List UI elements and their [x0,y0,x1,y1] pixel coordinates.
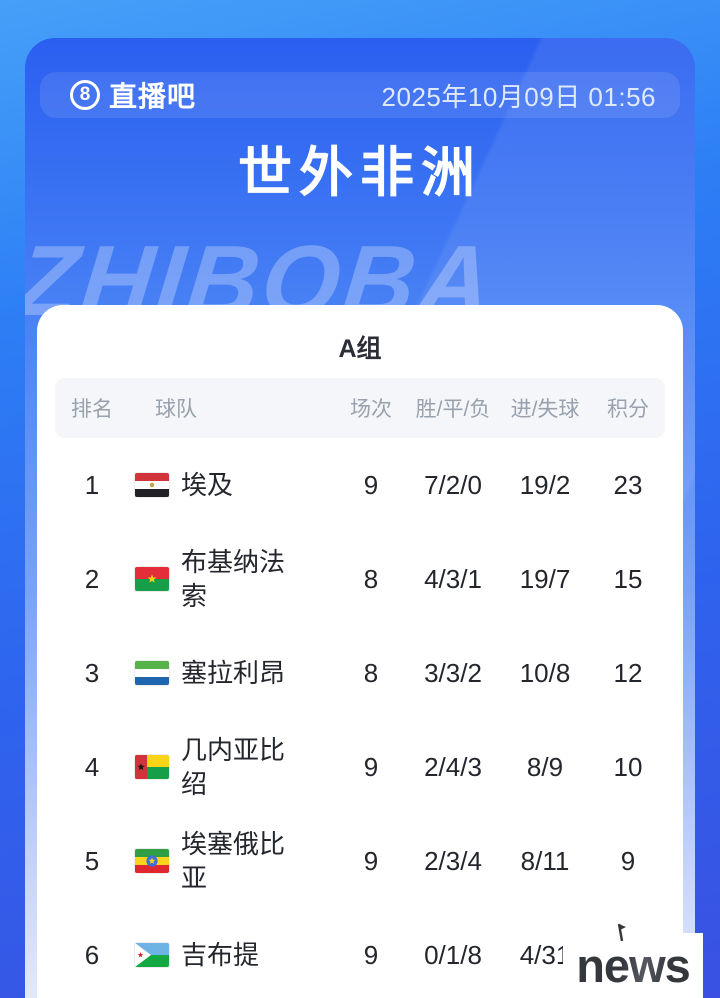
cell-wdl: 2/4/3 [424,751,482,782]
table-row: 1 埃及 9 7/2/0 19/2 23 [55,438,665,532]
news-logo-text: news [576,939,691,992]
cell-points: 12 [613,657,643,688]
cell-team: 埃及 [181,470,234,500]
cell-wdl: 7/2/0 [424,469,482,500]
table-row: 4 几内亚比绍 9 2/4/3 8/9 10 [55,720,665,814]
cell-goals: 19/7 [519,563,571,594]
cell-team: 塞拉利昂 [181,658,286,688]
page-title: 世外非洲 [238,143,482,203]
cell-goals: 8/11 [520,845,570,876]
col-header-team: 球队 [155,398,197,421]
news-flag-icon [617,923,626,942]
standings-card: A组 排名 球队 场次 胜/平/负 进/失球 积分 1 埃及 9 7/2/0 1… [37,305,683,998]
cell-goals: 10/8 [519,657,571,688]
cell-team: 几内亚比绍 [181,735,286,799]
cell-rank: 4 [84,751,100,782]
cell-rank: 5 [84,845,100,876]
cell-goals: 19/2 [519,469,571,500]
cell-wdl: 4/3/1 [424,563,482,594]
cell-team: 吉布提 [181,940,260,970]
cell-played: 9 [363,845,379,876]
cell-points: 23 [613,469,643,500]
cell-goals: 8/9 [526,751,564,782]
flag-djibouti-icon [135,943,169,967]
table-body: 1 埃及 9 7/2/0 19/2 23 2 布基纳法索 8 4/3/1 19/… [55,438,665,998]
table-row: 3 塞拉利昂 8 3/3/2 10/8 12 [55,626,665,720]
flag-egypt-icon [135,473,169,497]
top-bar: 8 直播吧 2025年10月09日 01:56 [40,72,680,118]
datetime-label: 2025年10月09日 01:56 [381,81,656,112]
flag-guinea-bissau-icon [135,755,169,779]
cell-rank: 3 [84,657,100,688]
news-logo-box: news [563,923,703,998]
cell-wdl: 0/1/8 [424,939,482,970]
col-header-goals: 进/失球 [510,398,580,421]
cell-rank: 1 [84,469,100,500]
col-header-rank: 排名 [71,398,113,421]
cell-wdl: 3/3/2 [424,657,482,688]
col-header-wdl: 胜/平/负 [415,398,491,421]
cell-played: 8 [363,657,379,688]
cell-wdl: 2/3/4 [424,845,482,876]
cell-rank: 2 [84,563,100,594]
table-row: 5 埃塞俄比亚 9 2/3/4 8/11 9 [55,814,665,908]
flag-ethiopia-icon [135,849,169,873]
cell-points: 9 [620,845,636,876]
cell-played: 9 [363,751,379,782]
cell-rank: 6 [84,939,100,970]
zhibo8-logo: 8 直播吧 [70,75,196,115]
col-header-points: 积分 [607,398,649,421]
cell-goals: 4/31 [519,939,571,970]
logo-text: 直播吧 [109,81,197,112]
group-title: A组 [338,335,382,363]
flag-sierra-leone-icon [135,661,169,685]
logo-8-icon: 8 [70,80,100,110]
cell-points: 10 [613,751,643,782]
table-row: 2 布基纳法索 8 4/3/1 19/7 15 [55,532,665,626]
cell-played: 8 [363,563,379,594]
cell-played: 9 [363,939,379,970]
cell-team: 布基纳法索 [181,547,286,611]
cell-team: 埃塞俄比亚 [181,829,286,893]
table-header-row: 排名 球队 场次 胜/平/负 进/失球 积分 [55,378,665,438]
cell-played: 9 [363,469,379,500]
col-header-played: 场次 [350,398,392,421]
flag-burkina-faso-icon [135,567,169,591]
cell-points: 15 [613,563,643,594]
